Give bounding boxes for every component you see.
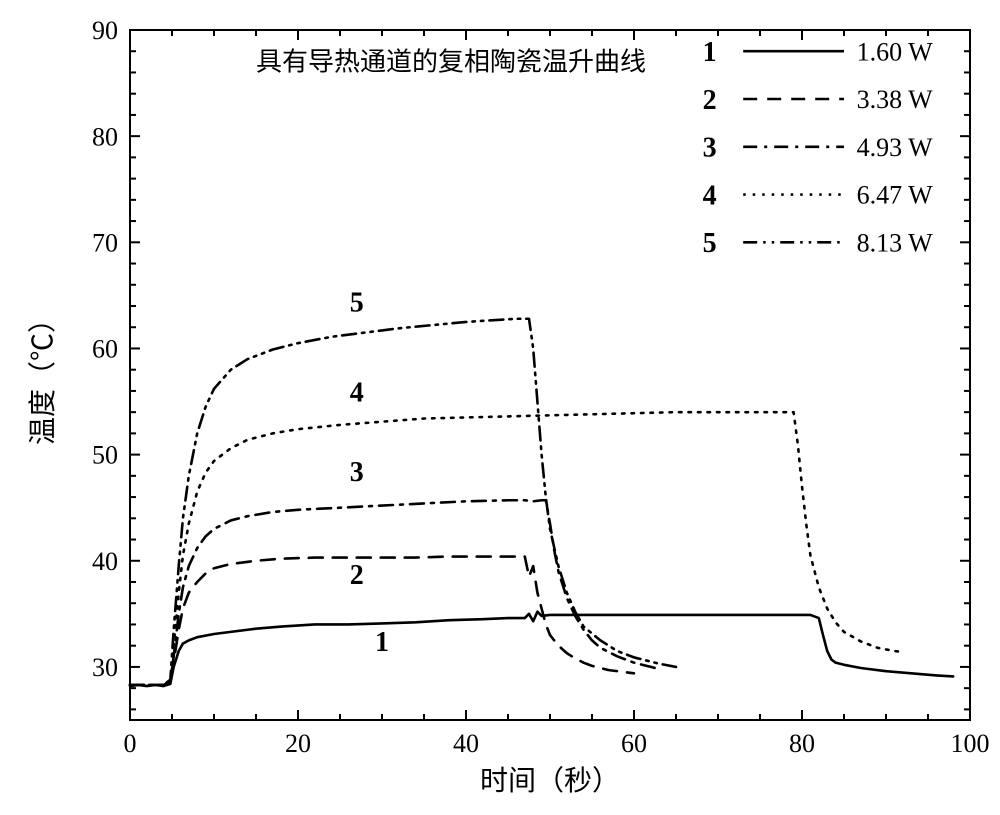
x-axis-label: 时间（秒） <box>480 765 620 797</box>
series-4 <box>130 412 903 685</box>
curve-label-2: 2 <box>350 560 364 591</box>
x-tick-label: 0 <box>124 729 137 758</box>
chart-container: 0 20 40 60 80 100 30 40 50 60 70 80 90 时间（秒） 温度（℃） 具有导热… <box>0 0 1000 815</box>
legend-num-4: 4 <box>703 180 717 211</box>
curve-label-5: 5 <box>350 287 364 318</box>
curve-label-3: 3 <box>350 457 364 488</box>
legend-num-1: 1 <box>703 37 717 68</box>
legend-label-1: 1.60 W <box>857 37 934 66</box>
curve-label-1: 1 <box>375 627 389 658</box>
legend-label-4: 6.47 W <box>857 181 934 210</box>
plot-area <box>130 30 970 720</box>
legend-num-5: 5 <box>703 228 717 259</box>
chart-title: 具有导热通道的复相陶瓷温升曲线 <box>256 47 646 76</box>
y-tick-label: 60 <box>92 335 118 364</box>
x-tick-label: 40 <box>453 729 479 758</box>
y-axis-label: 温度（℃） <box>27 305 59 445</box>
series-3 <box>130 500 659 685</box>
y-tick-label: 90 <box>92 16 118 45</box>
curve-label-4: 4 <box>350 378 364 409</box>
legend-label-5: 8.13 W <box>857 228 934 257</box>
legend-num-2: 2 <box>703 85 717 116</box>
line-chart: 0 20 40 60 80 100 30 40 50 60 70 80 90 时间（秒） 温度（℃） 具有导热… <box>0 0 1000 815</box>
y-tick-label: 80 <box>92 122 118 151</box>
x-tick-label: 20 <box>285 729 311 758</box>
y-tick-label: 50 <box>92 441 118 470</box>
legend-num-3: 3 <box>703 133 717 164</box>
series-5 <box>130 319 676 685</box>
x-tick-label: 60 <box>621 729 647 758</box>
legend-label-2: 3.38 W <box>857 85 934 114</box>
series-2 <box>130 557 634 685</box>
legend-label-3: 4.93 W <box>857 133 934 162</box>
series-1 <box>130 612 953 686</box>
y-tick-label: 70 <box>92 228 118 257</box>
y-tick-label: 30 <box>92 653 118 682</box>
x-tick-label: 80 <box>789 729 815 758</box>
x-tick-label: 100 <box>951 729 990 758</box>
y-tick-label: 40 <box>92 547 118 576</box>
